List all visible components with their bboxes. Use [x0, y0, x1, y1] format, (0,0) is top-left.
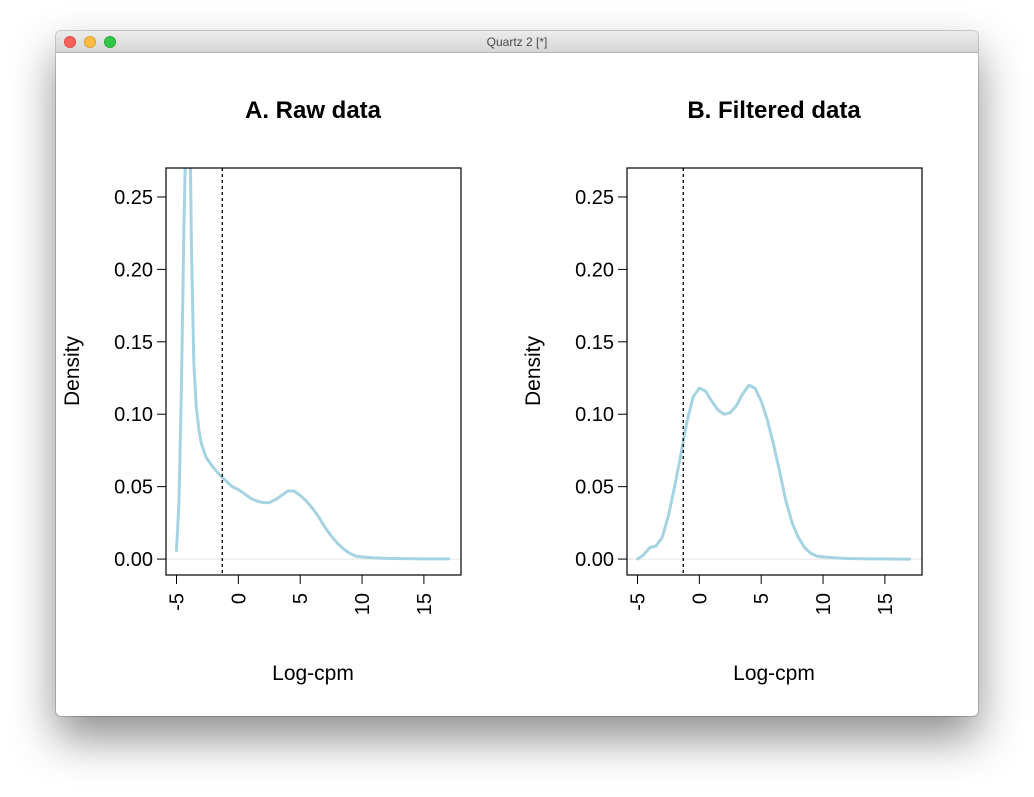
close-window-button[interactable]: [64, 36, 76, 48]
panel-b: B. Filtered data 0.00 0.05 0.10 0.15 0.2…: [522, 97, 923, 685]
panel-a-x-ticks: [176, 575, 425, 584]
panel-a-xlabel: Log-cpm: [272, 662, 354, 685]
panel-b-xtick-label-1: 0: [689, 593, 711, 604]
panel-b-title: B. Filtered data: [687, 97, 861, 124]
panel-a-ytick-label-0: 0.00: [114, 549, 153, 571]
minimize-window-button[interactable]: [84, 36, 96, 48]
panel-b-density-line: [636, 383, 912, 561]
panel-b-ytick-label-3: 0.15: [575, 332, 614, 354]
panel-a-density-line: [175, 168, 451, 561]
panel-b-frame: [626, 167, 923, 576]
window-title: Quartz 2 [*]: [486, 35, 548, 49]
panel-a-x-tick-labels: -5 0 5 10 15: [167, 593, 436, 615]
plot-area: A. Raw data 0.00 0.05 0.10 0.15 0.20 0: [56, 54, 978, 716]
panel-a-ytick-label-3: 0.15: [114, 332, 153, 354]
panel-b-ytick-label-1: 0.05: [575, 477, 614, 499]
panel-b-xtick-label-4: 15: [875, 593, 897, 615]
panel-b-ytick-label-4: 0.20: [575, 259, 614, 281]
panel-a-ytick-label-1: 0.05: [114, 477, 153, 499]
panel-a-ylabel: Density: [61, 335, 84, 406]
title-bar[interactable]: Quartz 2 [*]: [56, 31, 978, 53]
panel-b-ytick-label-2: 0.10: [575, 404, 614, 426]
panel-a-frame: [165, 167, 462, 576]
panel-b-xtick-label-3: 10: [813, 593, 835, 615]
panel-a-xtick-label-1: 0: [228, 593, 250, 604]
panel-a-ytick-label-5: 0.25: [114, 187, 153, 209]
panel-b-y-tick-labels: 0.00 0.05 0.10 0.15 0.20 0.25: [575, 187, 614, 571]
panel-b-xlabel: Log-cpm: [733, 662, 815, 685]
panel-a-ytick-label-4: 0.20: [114, 259, 153, 281]
panel-a-y-tick-labels: 0.00 0.05 0.10 0.15 0.20 0.25: [114, 187, 153, 571]
panel-a-xtick-label-4: 15: [414, 593, 436, 615]
panel-b-ytick-label-5: 0.25: [575, 187, 614, 209]
zoom-window-button[interactable]: [104, 36, 116, 48]
panel-a-ytick-label-2: 0.10: [114, 404, 153, 426]
density-plots: A. Raw data 0.00 0.05 0.10 0.15 0.20 0: [61, 97, 923, 685]
panel-b-ytick-label-0: 0.00: [575, 549, 614, 571]
panel-b-x-ticks: [637, 575, 886, 584]
panel-b-xtick-label-2: 5: [751, 593, 773, 604]
panel-a-y-ticks: [157, 196, 166, 560]
panel-a-xtick-label-3: 10: [352, 593, 374, 615]
panel-b-y-ticks: [618, 196, 627, 560]
panel-a-xtick-label-2: 5: [290, 593, 312, 604]
panel-b-xtick-label-0: -5: [628, 593, 650, 611]
panel-a-title: A. Raw data: [245, 97, 382, 124]
panel-a: A. Raw data 0.00 0.05 0.10 0.15 0.20 0: [61, 97, 462, 685]
quartz-window: Quartz 2 [*] A. Raw data: [56, 31, 978, 716]
panel-b-x-tick-labels: -5 0 5 10 15: [628, 593, 897, 615]
panel-a-xtick-label-0: -5: [167, 593, 189, 611]
panel-b-ylabel: Density: [522, 335, 545, 406]
